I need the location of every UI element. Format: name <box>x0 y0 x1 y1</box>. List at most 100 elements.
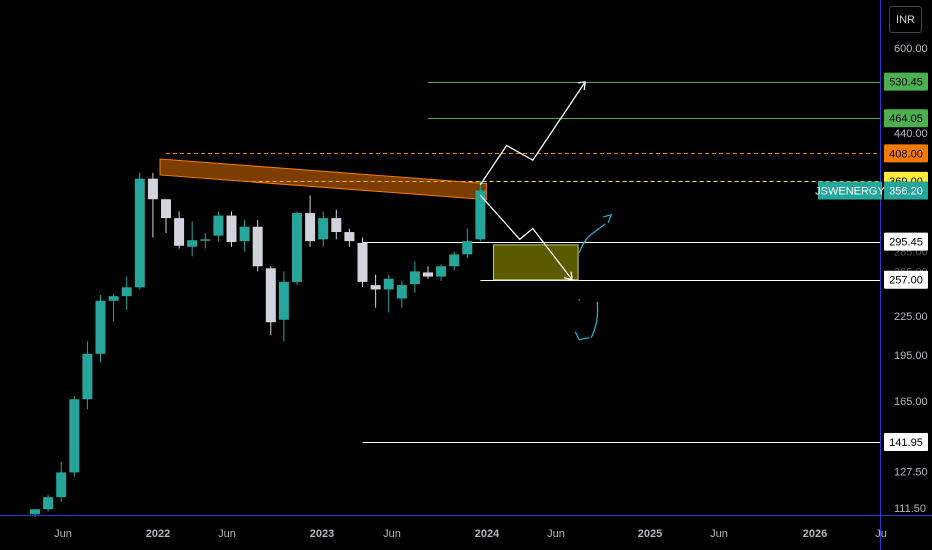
price-tag-label: 257.00 <box>889 275 923 287</box>
time-tick-label: Jun <box>218 528 236 540</box>
candle <box>43 494 54 512</box>
candles-layer <box>30 172 486 517</box>
candle-body <box>396 285 407 299</box>
candle-body <box>462 241 473 255</box>
candle-body <box>409 271 420 285</box>
price-tag-label: 408.00 <box>889 148 923 160</box>
price-tag-box <box>884 109 928 128</box>
price-tag-box <box>884 232 928 251</box>
price-tag: 141.95 <box>884 433 928 452</box>
bullish-path-arrow <box>479 81 586 185</box>
pullback-path-arrow <box>479 194 573 281</box>
projection-arrows <box>479 81 613 341</box>
candle-body <box>436 266 447 277</box>
candle-body <box>226 215 237 243</box>
price-tick-label: 111.50 <box>894 503 926 515</box>
candle <box>357 237 368 288</box>
candle <box>265 266 276 335</box>
time-tick-label: Jun <box>54 528 72 540</box>
symbol-tag-box <box>818 181 882 200</box>
candle <box>409 261 420 293</box>
candle <box>449 251 460 271</box>
price-tag-box <box>884 72 928 91</box>
candle <box>147 172 158 238</box>
candle-body <box>174 218 185 246</box>
time-axis[interactable]: Jun 2022 Jun 2023 Jun 2024 Jun 2025 Jun 2026 Ju <box>54 528 887 540</box>
resistance-band <box>159 158 487 201</box>
time-tick-label: 2023 <box>310 528 334 540</box>
price-tick-label: 165.00 <box>894 396 928 408</box>
candle <box>383 274 394 313</box>
candle <box>318 211 329 247</box>
candle <box>370 274 381 308</box>
candle-body <box>30 509 40 515</box>
time-tick-label: 2022 <box>146 528 170 540</box>
candle-body <box>292 213 302 282</box>
last-price-label: 356.20 <box>889 186 923 198</box>
currency-button[interactable]: INR <box>889 6 922 33</box>
time-tick-label: 2025 <box>638 528 662 540</box>
arrowhead-icon <box>563 271 573 281</box>
candle-body <box>318 218 329 240</box>
candle-body <box>423 272 433 277</box>
price-tag-label: 464.05 <box>889 113 923 125</box>
candle-body <box>278 281 289 320</box>
candle-body <box>43 497 54 510</box>
candle <box>121 276 132 311</box>
price-tick-label: 440.00 <box>894 128 928 140</box>
candle <box>278 271 289 342</box>
candle <box>108 293 119 321</box>
candle <box>134 172 145 290</box>
candle <box>344 228 355 247</box>
candle <box>174 211 185 249</box>
arrowhead-icon <box>578 81 586 90</box>
time-tick-label: Jun <box>547 528 565 540</box>
sketch-up-arrow-icon <box>578 213 613 254</box>
price-tick-label: 225.00 <box>894 311 928 323</box>
time-tick-label: Ju <box>875 528 887 540</box>
price-tag-box <box>884 270 928 289</box>
candle-body <box>449 254 460 267</box>
candle-body <box>383 278 394 290</box>
candle-body <box>134 178 145 288</box>
candle-body <box>252 226 263 267</box>
candle-body <box>56 472 67 498</box>
candle <box>95 295 106 363</box>
candle-body <box>200 239 211 241</box>
candle-body <box>187 240 198 247</box>
time-tick-label: Jun <box>383 528 401 540</box>
candle-body <box>95 300 106 354</box>
price-tag-box <box>884 144 928 163</box>
symbol-name-label: JSWENERGY <box>815 186 885 198</box>
time-tick-label: 2026 <box>803 528 827 540</box>
price-tag-label: 141.95 <box>889 437 923 449</box>
price-tags: 530.45464.05408.00369.00295.45257.00141.… <box>815 72 928 452</box>
candle <box>475 180 486 242</box>
candle <box>331 209 342 240</box>
candle-body <box>475 190 486 240</box>
candle-body <box>82 353 93 400</box>
demand-zone <box>493 244 579 281</box>
candle-body <box>357 242 368 282</box>
candle <box>200 232 211 249</box>
candle-body <box>344 232 355 242</box>
candle <box>436 264 447 281</box>
candle-body <box>370 285 381 290</box>
candle <box>213 211 224 242</box>
price-tick-label: 600.00 <box>894 43 928 55</box>
candle-body <box>108 296 119 301</box>
price-tick-label: 195.00 <box>894 350 928 362</box>
price-tag: 408.00 <box>884 144 928 163</box>
price-tick-label: 127.50 <box>894 466 928 478</box>
candle <box>161 199 171 233</box>
candle-body <box>147 178 158 200</box>
candle <box>82 341 93 410</box>
candle-body <box>213 215 224 236</box>
price-tag-label: 295.45 <box>889 237 923 249</box>
price-tag: 295.45 <box>884 232 928 251</box>
last-price-box <box>884 181 928 200</box>
price-tag: 530.45 <box>884 72 928 91</box>
candle-body <box>161 199 171 219</box>
